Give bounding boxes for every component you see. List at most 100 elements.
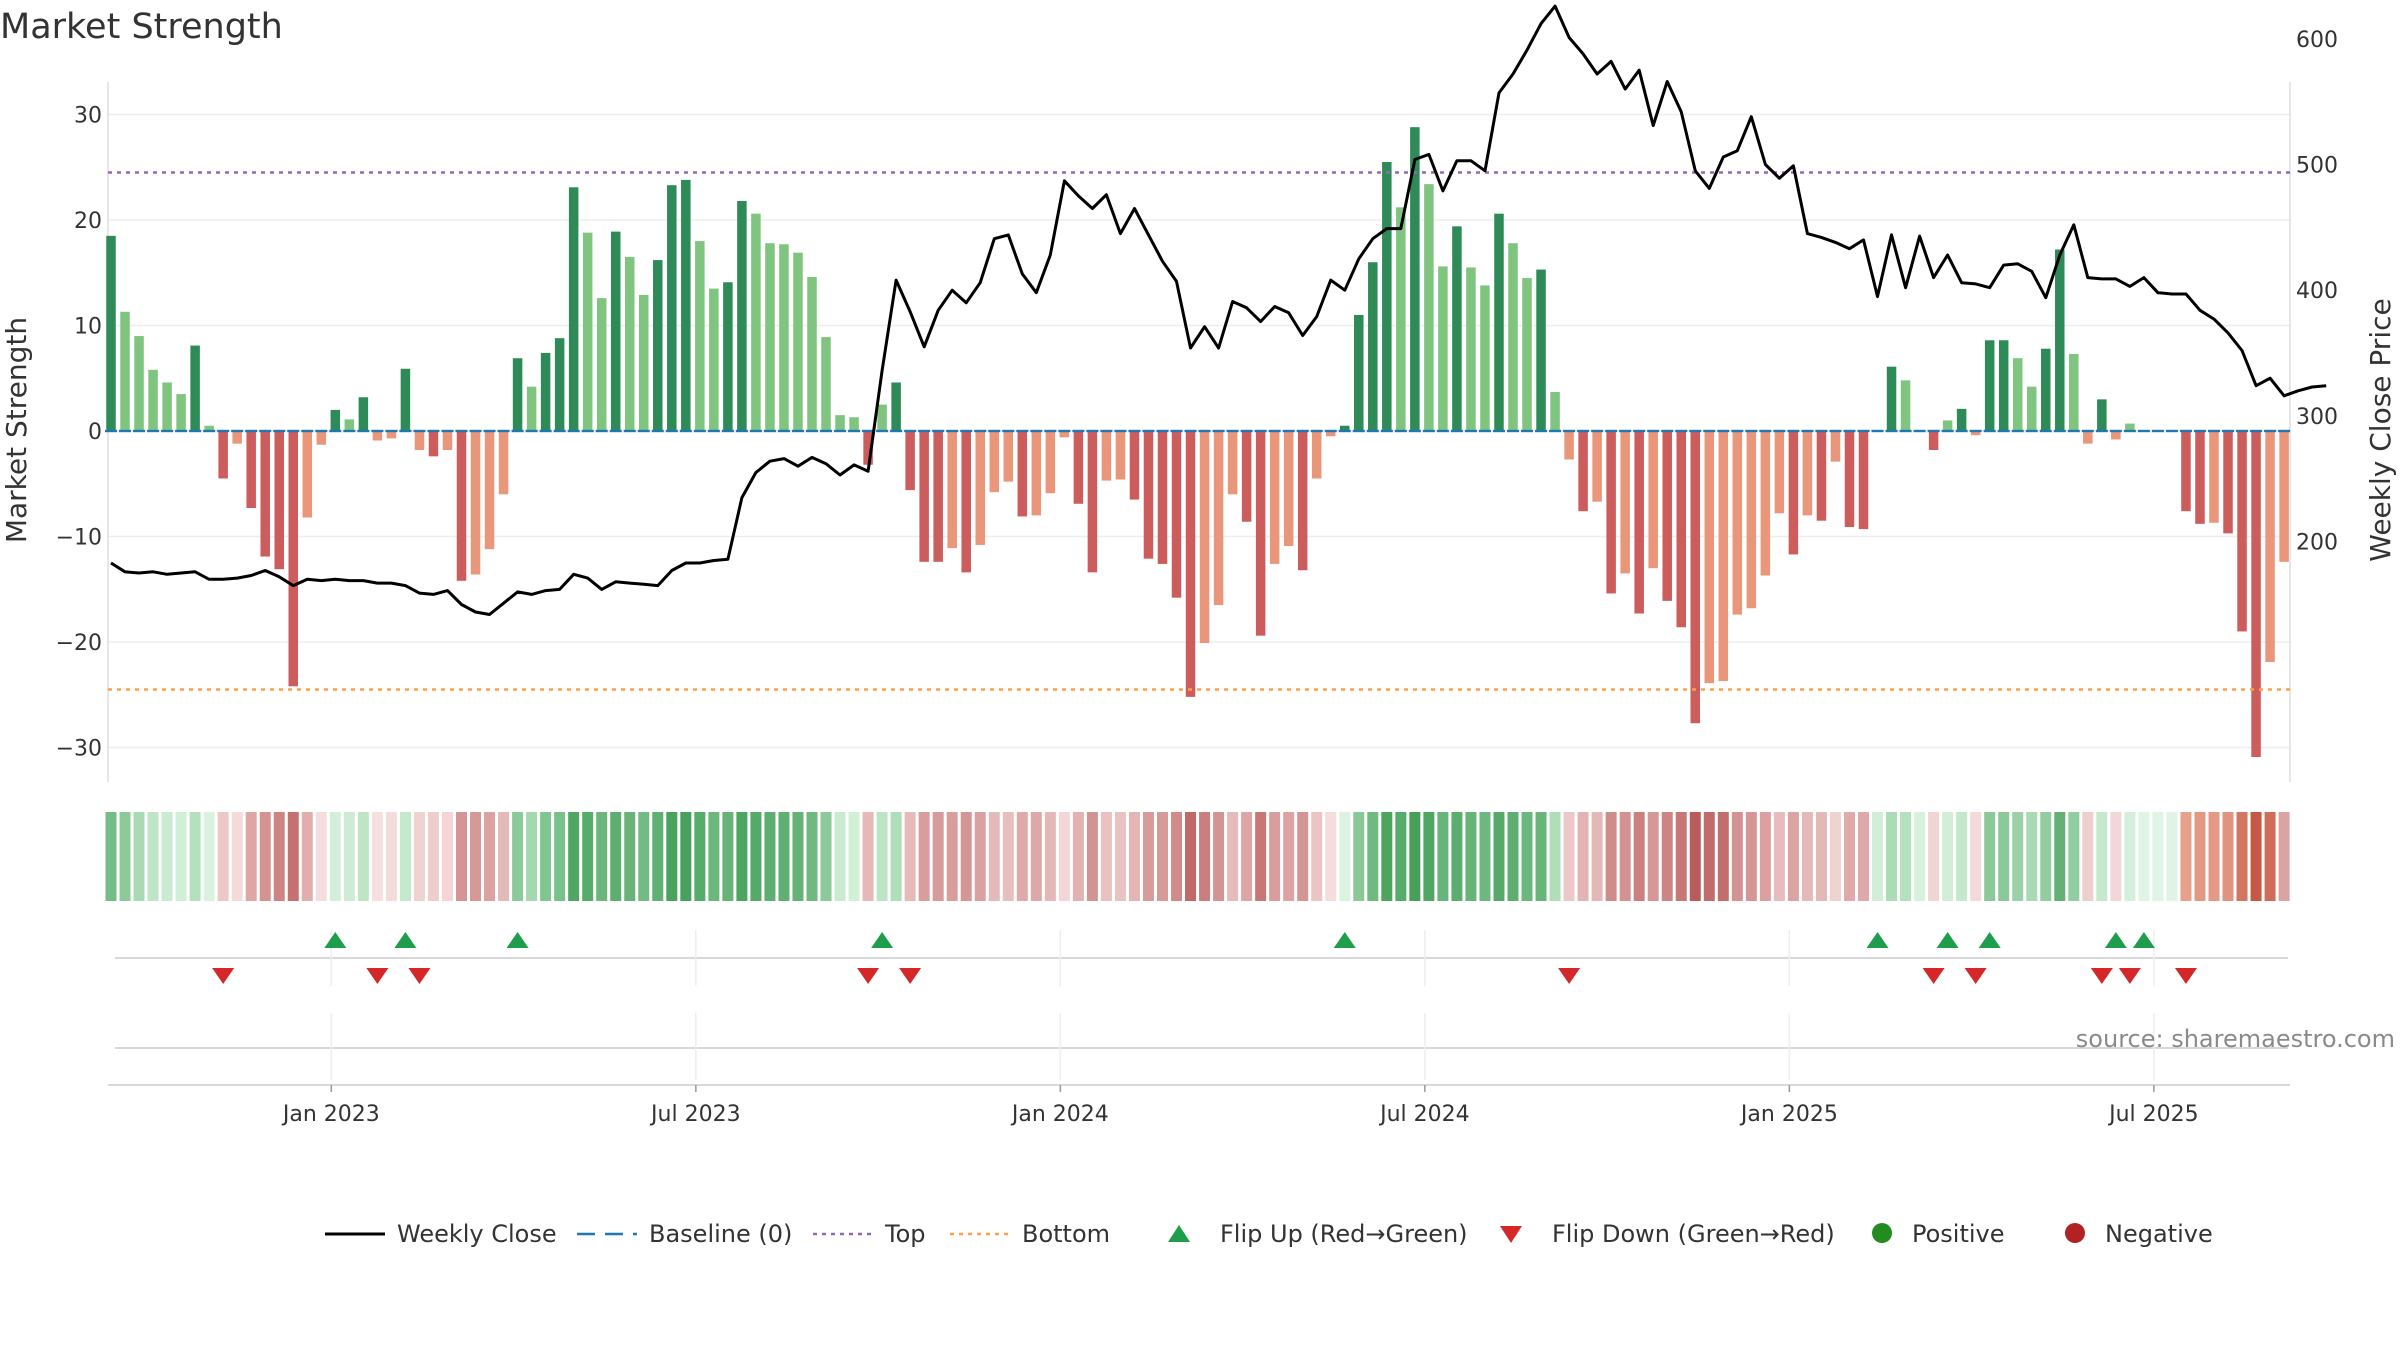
y-tick-label: 10 [74, 315, 102, 340]
strength-bar [961, 431, 971, 573]
heat-cell [2278, 812, 2290, 901]
strength-bar [148, 369, 158, 431]
strength-bar [1508, 243, 1518, 431]
heat-cell [526, 812, 538, 901]
strength-bar [190, 345, 200, 431]
heat-cell [2180, 812, 2192, 901]
heat-cell [1717, 812, 1729, 901]
heat-cell [2082, 812, 2094, 901]
strength-bar [1606, 431, 1616, 594]
heat-cell [1886, 812, 1898, 901]
heat-cell [1241, 812, 1253, 901]
flip-down-marker [2090, 968, 2113, 984]
heat-cell [1900, 812, 1912, 901]
legend-item: Weekly Close [325, 1220, 557, 1248]
strength-bar [134, 336, 144, 431]
strength-bar [919, 431, 929, 562]
strength-bar [1255, 431, 1266, 636]
heat-cell [764, 812, 776, 901]
strength-bar [1199, 431, 1210, 644]
heat-cell [680, 812, 692, 901]
legend-label: Weekly Close [397, 1220, 557, 1248]
heat-cell [568, 812, 580, 901]
heat-cell [1928, 812, 1940, 901]
strength-bar [2237, 431, 2247, 632]
heat-cell [1128, 812, 1140, 901]
heat-cell [217, 812, 229, 901]
chart-title: Market Strength [0, 7, 283, 47]
heat-cell [1563, 812, 1575, 901]
legend-item: Baseline (0) [577, 1220, 792, 1248]
strength-bar [1382, 161, 1392, 431]
heat-cell [904, 812, 916, 901]
heat-cell [638, 812, 650, 901]
heat-cell [876, 812, 888, 901]
heat-cell [2096, 812, 2108, 901]
strength-bar [1340, 425, 1350, 431]
strength-bar [1690, 431, 1701, 724]
heat-cell [1213, 812, 1225, 901]
heat-cell [2250, 812, 2262, 901]
heat-cell [1367, 812, 1379, 901]
strength-bar [2265, 431, 2275, 663]
strength-bar [582, 232, 593, 431]
strength-bar [1802, 431, 1813, 516]
y-tick-label: −10 [56, 526, 102, 551]
heat-cell [1171, 812, 1183, 901]
strength-bar [1101, 431, 1112, 481]
heat-cell [960, 812, 972, 901]
strength-bar [232, 431, 242, 444]
legend-tri-down-symbol [1500, 1226, 1522, 1243]
heat-cell [427, 812, 439, 901]
heat-cell [1801, 812, 1813, 901]
heat-cell [652, 812, 664, 901]
legend-item: Flip Up (Red→Green) [1168, 1220, 1468, 1248]
source-note: source: sharemaestro.com [2076, 1025, 2395, 1053]
heat-cell [1044, 812, 1056, 901]
heat-cell [357, 812, 369, 901]
y-tick-label: 20 [74, 209, 102, 234]
strength-bar [1900, 380, 1911, 431]
heat-cell [1072, 812, 1084, 901]
heat-cell [343, 812, 355, 901]
heat-cell [161, 812, 173, 901]
heat-cell [806, 812, 818, 901]
strength-bar [1003, 431, 1014, 482]
legend-item: Top [813, 1220, 926, 1248]
strength-bar [1970, 431, 1981, 436]
strength-bar [288, 431, 299, 687]
flip-down-marker [408, 968, 431, 984]
strength-bars [106, 127, 2289, 757]
strength-bar [260, 431, 270, 557]
strength-bar [1017, 431, 1028, 517]
heat-cell [2222, 812, 2234, 901]
strength-bar [709, 288, 719, 431]
strength-bar [877, 404, 887, 431]
flip-down-marker [2118, 968, 2141, 984]
heat-cell [792, 812, 804, 901]
heat-cell [1157, 812, 1168, 901]
y-axis-label: Market Strength [0, 317, 33, 543]
heat-cell [1942, 812, 1954, 901]
strength-bar [554, 338, 565, 431]
strength-bar [653, 260, 663, 431]
heat-cell [301, 812, 313, 901]
strength-bar [2195, 431, 2205, 524]
heat-cell [1647, 812, 1659, 901]
heat-cell [1661, 812, 1673, 901]
y2-tick-label: 200 [2296, 531, 2338, 556]
strength-bar [835, 415, 845, 431]
heat-cell [456, 812, 467, 901]
heat-cell [624, 812, 636, 901]
strength-bar [1942, 420, 1953, 431]
heat-cell [1872, 812, 1884, 901]
strength-bar [1368, 262, 1378, 431]
heat-cell [2194, 812, 2206, 901]
strength-bar [2097, 399, 2107, 431]
legend-label: Positive [1912, 1220, 2005, 1248]
strength-bar [512, 358, 523, 431]
heat-cell [371, 812, 383, 901]
strength-bar [1396, 207, 1406, 431]
heat-cell [1311, 812, 1323, 901]
strength-bar [162, 382, 172, 431]
